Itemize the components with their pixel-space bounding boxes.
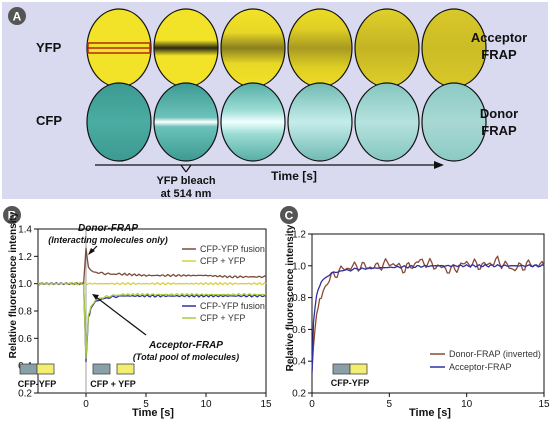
- acceptor-frap-label-line2: FRAP: [481, 47, 517, 62]
- panel-c-ylabel: Relative fluorescence intensity: [285, 224, 296, 371]
- acceptor-annotation-arrowhead: [92, 294, 99, 300]
- yfp-cell-1: [153, 8, 219, 88]
- c-xtick-label: 15: [538, 399, 550, 410]
- mix-construct-label: CFP + YFP: [90, 379, 135, 389]
- mix-construct-label-yfp: YFP: [118, 379, 136, 389]
- c-ytick-label: 1.0: [292, 261, 306, 272]
- panel-c-xlabel: Time [s]: [409, 407, 451, 419]
- c-ytick-label: 0.8: [292, 293, 306, 304]
- b-series-line-3: [37, 282, 267, 359]
- panel-b-series: [37, 247, 267, 363]
- panel-c-series: [311, 255, 545, 374]
- c-ytick-label: 1.2: [292, 230, 306, 241]
- panel-c-letter-badge: [280, 206, 298, 224]
- c-xtick-label: 10: [461, 399, 473, 410]
- c-series-line-0: [311, 255, 545, 371]
- legend-bottom-mix-label: CFP + YFP: [200, 313, 245, 323]
- b-xtick-label: 0: [83, 399, 89, 410]
- c-plot-frame: [311, 233, 545, 394]
- panel-a-letter-badge: [8, 7, 26, 25]
- legend-top-fusion-label: CFP-YFP fusion: [200, 244, 265, 254]
- legend-c-acceptor-label: Acceptor-FRAP: [449, 362, 512, 372]
- legend-c-donor-label: Donor-FRAP (inverted): [449, 349, 541, 359]
- donor-frap-annotation: Donor-FRAP: [78, 223, 138, 234]
- b-ytick-label: 0.6: [18, 334, 32, 345]
- donor-frap-annotation-sub: (Interacting molecules only): [48, 235, 168, 245]
- acceptor-frap-annotation-sub: (Total pool of molecules): [133, 352, 239, 362]
- mix-cfp-block: [92, 363, 111, 375]
- bleach-label-line1: YFP bleach: [156, 175, 215, 187]
- donor-annotation-arrowhead: [88, 248, 95, 255]
- acceptor-annotation-arrow: [95, 296, 147, 336]
- panel-b-letter: B: [8, 209, 17, 223]
- yfp-cell-2: [220, 8, 286, 88]
- c-ytick-label: 0.2: [292, 389, 306, 400]
- panel-a: A YFP CFP Acceptor FRAP Donor FRAP Time …: [2, 2, 548, 200]
- cfp-cell-0: [86, 82, 152, 162]
- panel-b-letter-badge: [3, 206, 21, 224]
- cfp-row-label: CFP: [36, 113, 62, 128]
- panel-b-ylabel: Relative fluorescence intensity: [8, 211, 19, 358]
- mix-construct-label-cfp: CFP: [90, 379, 108, 389]
- mix-yfp-block: [116, 363, 135, 375]
- b-xtick-label: 5: [143, 399, 149, 410]
- cfp-cell-4: [354, 82, 420, 162]
- b-xtick-label: 15: [260, 399, 272, 410]
- c-ytick-label: 0.4: [292, 357, 306, 368]
- yfp-cell-5: [421, 8, 487, 88]
- acceptor-frap-label-line1: Acceptor: [471, 30, 527, 45]
- bleach-tick-left: [180, 164, 187, 173]
- b-xtick-label: 10: [200, 399, 212, 410]
- cfp-cell-3: [287, 82, 353, 162]
- time-arrow-head: [434, 161, 444, 169]
- fusion-construct-label: CFP-YFP: [18, 379, 57, 389]
- c-fusion-yfp-block: [349, 363, 368, 375]
- bleach-tick-right: [185, 164, 192, 173]
- acceptor-frap-annotation: Acceptor-FRAP: [148, 340, 223, 351]
- yfp-cell-3: [287, 8, 353, 88]
- yfp-cell-4: [354, 8, 420, 88]
- cfp-cell-2: [220, 82, 286, 162]
- yfp-row-label: YFP: [36, 40, 62, 55]
- c-fusion-cfp-block: [332, 363, 351, 375]
- panel-c-letter: C: [285, 209, 294, 223]
- c-xtick-label: 0: [309, 399, 315, 410]
- panel-b-xlabel: Time [s]: [132, 407, 174, 419]
- panel-c-axes: 0 5 10 15 0.2 0.4 0.6 0.8 1.0 1.2: [292, 230, 550, 411]
- donor-frap-label-line2: FRAP: [481, 123, 517, 138]
- time-label: Time [s]: [271, 169, 317, 183]
- mix-construct-label-plus: +: [108, 379, 118, 389]
- b-ytick-label: 1.4: [18, 225, 32, 236]
- legend-top-mix-label: CFP + YFP: [200, 256, 245, 266]
- cfp-cell-1: [153, 82, 219, 162]
- b-ytick-label: 0.8: [18, 307, 32, 318]
- panel-c: C Relative fluorescence intensity Time […: [280, 206, 550, 419]
- donor-frap-label-line1: Donor: [480, 106, 518, 121]
- fusion-yfp-block: [36, 363, 55, 375]
- b-ytick-label: 0.2: [18, 389, 32, 400]
- legend-bottom-fusion-label: CFP-YFP fusion: [200, 301, 265, 311]
- cfp-cell-5: [421, 82, 487, 162]
- b-ytick-label: 1.2: [18, 252, 32, 263]
- fusion-cfp-block: [19, 363, 38, 375]
- c-ytick-label: 0.6: [292, 325, 306, 336]
- panel-a-letter: A: [13, 10, 22, 24]
- panel-b: B Relative fluorescence intensity Time […: [3, 206, 272, 419]
- c-xtick-label: 5: [387, 399, 393, 410]
- bleach-label-line2: at 514 nm: [161, 188, 212, 200]
- b-ytick-label: 1.0: [18, 279, 32, 290]
- c-series-line-1: [311, 263, 545, 374]
- c-fusion-construct-label: CFP-YFP: [331, 378, 370, 388]
